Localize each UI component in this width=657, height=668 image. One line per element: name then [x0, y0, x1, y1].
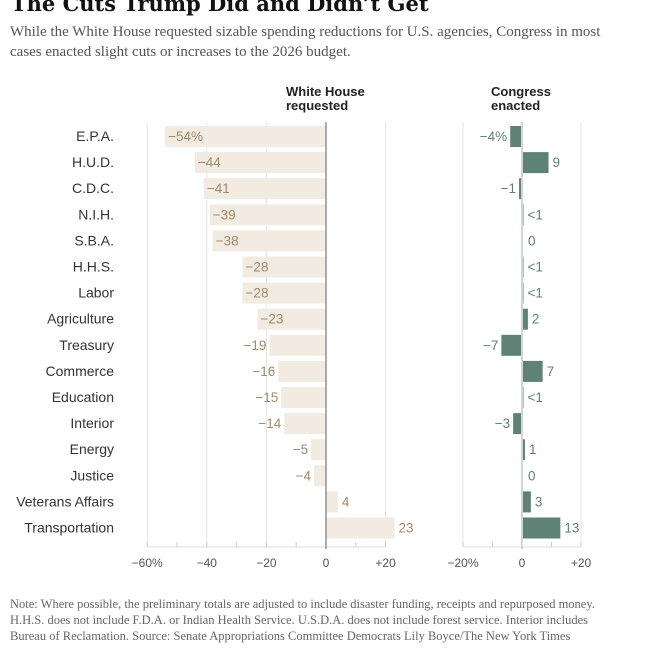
white-house-bar — [194, 152, 326, 174]
congress-value-label: −4% — [480, 129, 507, 144]
congress-value-label: <1 — [527, 390, 542, 405]
category-label: H.U.D. — [72, 154, 114, 170]
category-label: Veterans Affairs — [16, 493, 114, 509]
category-label: Treasury — [59, 337, 114, 353]
white-house-bar — [212, 230, 326, 252]
congress-value-label: 3 — [535, 494, 543, 509]
congress-value-label: <1 — [527, 286, 542, 301]
congress-header: enacted — [491, 98, 540, 113]
category-label: Justice — [70, 467, 114, 483]
white-house-bar — [203, 178, 326, 200]
congress-header: Congress — [491, 84, 551, 99]
congress-bar — [522, 517, 561, 539]
category-label: Energy — [70, 441, 114, 457]
category-label: Labor — [78, 285, 114, 301]
white-house-bar — [242, 282, 326, 304]
congress-value-label: −3 — [495, 416, 510, 431]
congress-value-label: 2 — [532, 312, 540, 327]
chart-title: The Cuts Trump Did and Didn’t Get — [11, 0, 429, 16]
category-label: Interior — [70, 415, 114, 431]
tick-label: −20 — [256, 556, 277, 570]
tick-label: +20 — [375, 556, 396, 570]
tick-label: 0 — [323, 556, 330, 570]
tick-label: −60% — [132, 556, 163, 570]
white-house-value-label: −28 — [246, 260, 269, 275]
congress-bar — [522, 360, 543, 382]
chart-note: Note: Where possible, the preliminary to… — [10, 597, 595, 643]
congress-value-label: <1 — [527, 260, 542, 275]
congress-value-label: 9 — [553, 155, 561, 170]
white-house-bar — [165, 126, 326, 147]
white-house-value-label: −4 — [296, 468, 312, 483]
congress-value-label: 13 — [564, 521, 579, 536]
white-house-header: requested — [286, 98, 348, 113]
congress-value-label: 1 — [529, 442, 537, 457]
white-house-bar — [209, 204, 326, 226]
congress-bar — [522, 491, 531, 513]
tick-label: −20% — [447, 556, 478, 570]
congress-value-label: 7 — [547, 364, 555, 379]
congress-value-label: 0 — [528, 468, 536, 483]
white-house-value-label: −23 — [260, 312, 283, 327]
white-house-value-label: 23 — [399, 521, 414, 536]
white-house-value-label: −19 — [243, 338, 266, 353]
white-house-value-label: −39 — [213, 207, 236, 222]
category-label: E.P.A. — [76, 128, 114, 144]
white-house-value-label: −14 — [258, 416, 281, 431]
white-house-value-label: −41 — [207, 181, 230, 196]
tick-label: −40 — [197, 556, 218, 570]
category-label: C.D.C. — [72, 180, 114, 196]
category-label: S.B.A. — [74, 232, 114, 248]
white-house-value-label: 4 — [342, 494, 350, 509]
congress-bar — [522, 439, 525, 461]
category-label: N.I.H. — [78, 206, 114, 222]
congress-bar — [513, 413, 522, 435]
white-house-bar — [326, 491, 338, 513]
category-label: Education — [52, 389, 114, 405]
congress-bar — [510, 126, 522, 147]
congress-value-label: −1 — [501, 181, 516, 196]
tick-label: +20 — [571, 556, 592, 570]
category-label: Agriculture — [47, 311, 114, 327]
congress-value-label: 0 — [528, 233, 536, 248]
white-house-bar — [281, 387, 326, 408]
category-label: H.H.S. — [73, 259, 114, 275]
congress-bar — [501, 334, 522, 356]
category-label: Transportation — [24, 520, 114, 536]
white-house-bar — [278, 360, 326, 382]
white-house-value-label: −38 — [216, 233, 239, 248]
tick-label: 0 — [519, 556, 526, 570]
congress-value-label: <1 — [527, 207, 542, 222]
category-label: Commerce — [46, 363, 115, 379]
white-house-value-label: −16 — [252, 364, 275, 379]
white-house-bar — [269, 334, 326, 356]
white-house-value-label: −15 — [255, 390, 278, 405]
white-house-value-label: −28 — [246, 286, 269, 301]
chart-subtitle: While the White House requested sizable … — [10, 24, 601, 60]
congress-bar — [522, 152, 549, 174]
white-house-value-label: −5 — [293, 442, 308, 457]
congress-bar — [519, 178, 522, 200]
white-house-bar — [242, 256, 326, 278]
white-house-bar — [311, 439, 326, 461]
white-house-value-label: −44 — [198, 155, 221, 170]
congress-bar — [522, 308, 528, 330]
white-house-bar — [314, 465, 326, 487]
congress-value-label: −7 — [483, 338, 498, 353]
white-house-value-label: −54% — [168, 129, 203, 144]
white-house-bar — [326, 517, 395, 539]
white-house-bar — [257, 308, 326, 330]
white-house-header: White House — [286, 84, 365, 99]
white-house-bar — [284, 413, 326, 435]
